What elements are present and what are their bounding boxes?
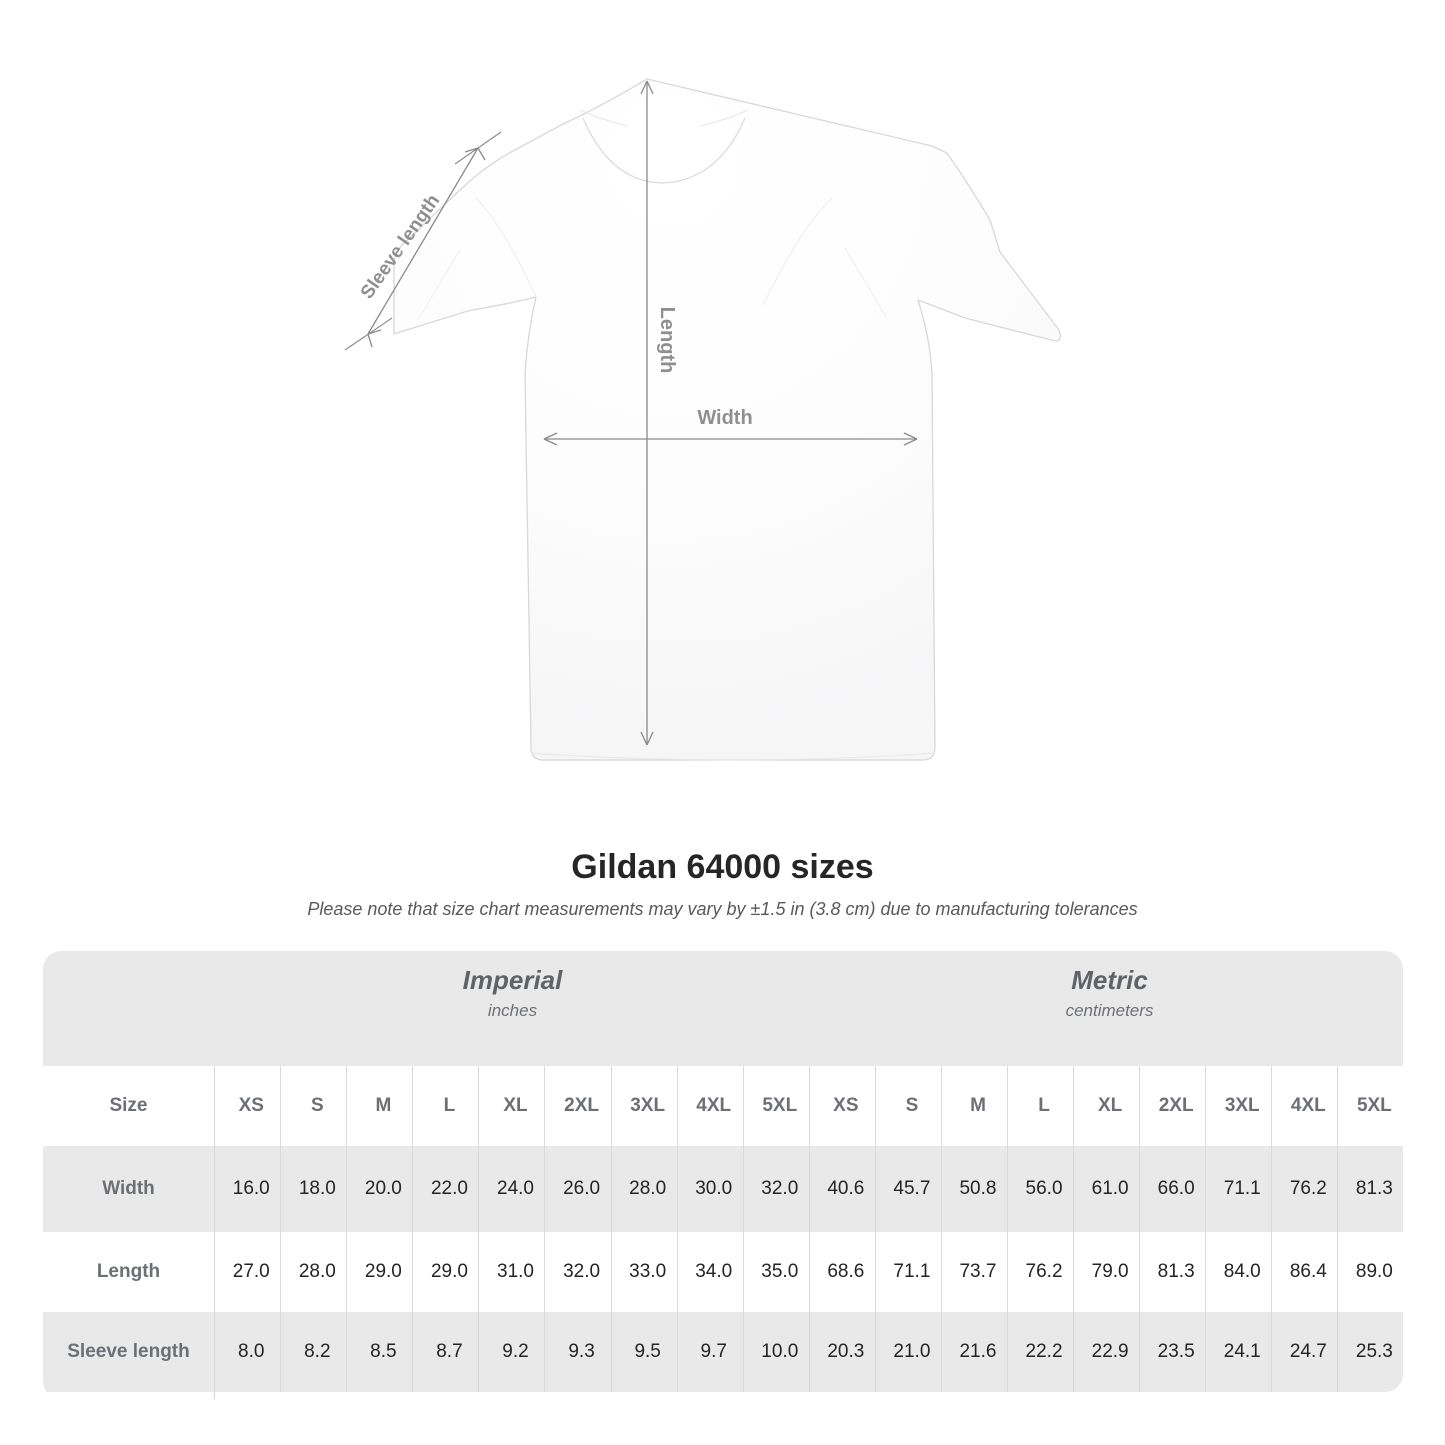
svg-text:Length: Length [656,307,678,374]
svg-text:Width: Width [697,407,752,429]
